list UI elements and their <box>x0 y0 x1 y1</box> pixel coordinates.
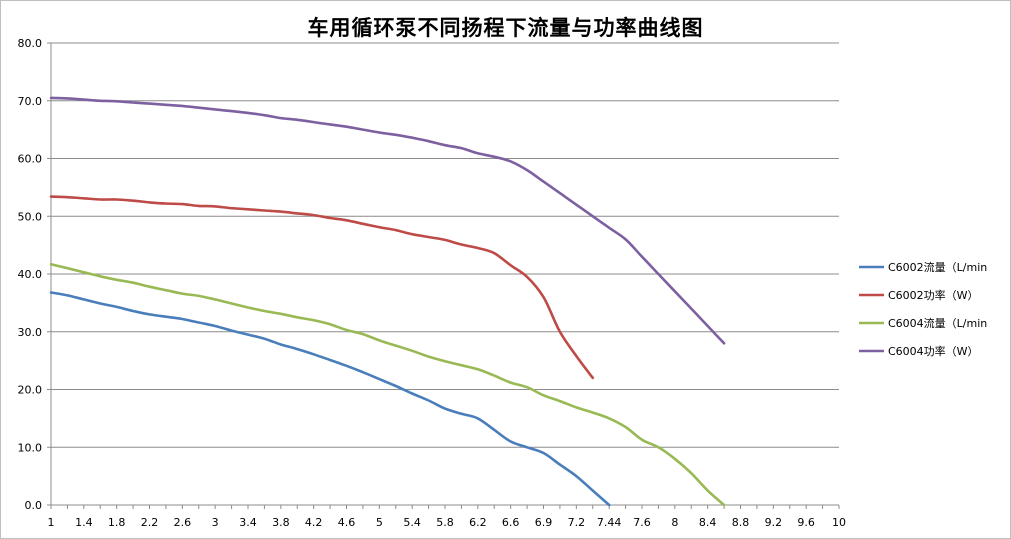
y-axis-ticks: 0.0 10.0 20.0 30.0 40.0 50.0 60.0 70.0 80.0 <box>18 37 51 512</box>
x-tick-label: 8.8 <box>732 516 750 529</box>
x-tick-label: 7.2 <box>568 516 586 529</box>
x-tick-label: 5.8 <box>436 516 454 529</box>
x-tick-label: 4.2 <box>305 516 323 529</box>
series-line <box>49 291 611 507</box>
y-tick-label: 80.0 <box>18 37 43 50</box>
y-tick-label: 60.0 <box>18 153 43 166</box>
x-tick-label: 3 <box>212 516 219 529</box>
x-tick-label: 2.2 <box>141 516 159 529</box>
x-tick-label: 9.6 <box>797 516 815 529</box>
y-tick-label: 10.0 <box>18 441 43 454</box>
y-tick-label: 40.0 <box>18 268 43 281</box>
x-tick-label: 2.6 <box>174 516 192 529</box>
x-tick-label: 4.6 <box>338 516 356 529</box>
legend-label: C6002功率（W） <box>888 288 979 302</box>
series-line <box>49 262 726 507</box>
x-tick-label: 5 <box>376 516 383 529</box>
grid-lines <box>51 42 839 448</box>
y-tick-label: 50.0 <box>18 210 43 223</box>
x-tick-label: 8 <box>671 516 678 529</box>
x-tick-label: 8.4 <box>699 516 717 529</box>
x-tick-label: 6.2 <box>469 516 487 529</box>
y-tick-label: 0.0 <box>25 499 43 512</box>
y-tick-label: 70.0 <box>18 95 43 108</box>
legend-label: C6002流量（L/min <box>888 260 987 274</box>
x-tick-label: 6.6 <box>502 516 520 529</box>
x-tick-label: 9.2 <box>765 516 783 529</box>
series-lines <box>49 96 726 507</box>
y-tick-label: 20.0 <box>18 384 43 397</box>
legend: C6002流量（L/min C6002功率（W） C6004流量（L/min C600… <box>859 260 987 358</box>
chart-title: 车用循环泵不同扬程下流量与功率曲线图 <box>307 15 704 40</box>
x-tick-label: 6.9 <box>535 516 553 529</box>
x-tick-label: 3.8 <box>272 516 290 529</box>
y-tick-label: 30.0 <box>18 326 43 339</box>
x-axis-ticks: 1 1.4 1.8 2.2 2.6 3 3.4 3.8 4.2 4.6 5 5.4 5.8 6.2 6.6 6… <box>48 505 846 529</box>
x-tick-label: 1.4 <box>75 516 93 529</box>
x-tick-label: 7.44 <box>597 516 622 529</box>
x-tick-label: 3.4 <box>239 516 257 529</box>
legend-label: C6004流量（L/min <box>888 316 987 330</box>
series-line <box>49 96 726 345</box>
x-tick-label: 5.4 <box>403 516 421 529</box>
series-line <box>49 195 595 380</box>
legend-label: C6004功率（W） <box>888 344 979 358</box>
x-tick-label: 10 <box>832 516 846 529</box>
x-tick-label: 1.8 <box>108 516 126 529</box>
x-tick-label: 7.6 <box>633 516 651 529</box>
x-tick-label: 1 <box>48 516 55 529</box>
